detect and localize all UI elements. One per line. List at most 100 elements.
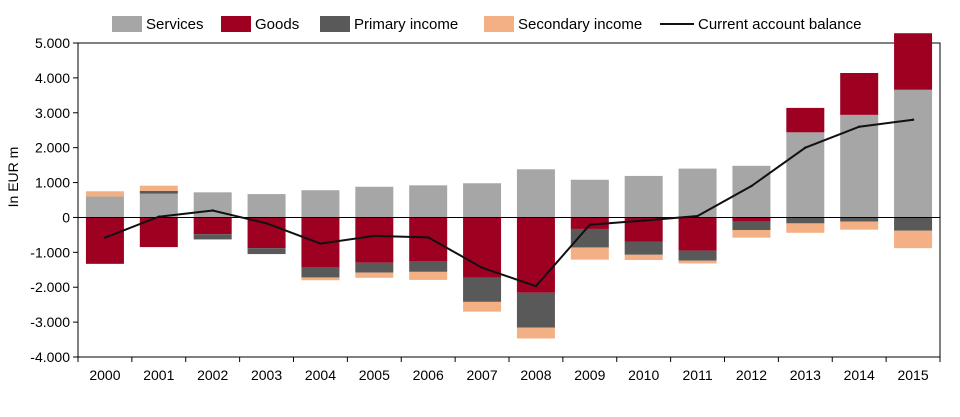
bar-secondary-income-2004	[301, 277, 340, 281]
bar-goods-2005	[355, 217, 394, 263]
x-tick-label: 2001	[143, 367, 174, 383]
y-tick-label: 3.000	[35, 105, 70, 121]
x-tick-label: 2007	[466, 367, 497, 383]
point-current-account-balance-2004	[319, 242, 322, 245]
point-current-account-balance-2002	[211, 209, 214, 212]
bar-secondary-income-2007	[463, 301, 502, 312]
bar-primary-income-2003	[247, 248, 286, 255]
legend-label-secondary-income: Secondary income	[518, 16, 642, 33]
x-tick-label: 2011	[683, 367, 713, 383]
y-axis-label: In EUR m	[5, 147, 21, 208]
bar-services-2012	[732, 165, 771, 218]
bar-primary-income-2015	[894, 217, 933, 231]
y-tick-label: -4.000	[30, 349, 70, 365]
bar-primary-income-2010	[624, 241, 663, 255]
x-tick-label: 2005	[359, 367, 390, 383]
bar-goods-2012	[732, 217, 771, 222]
bar-goods-2015	[894, 33, 933, 90]
point-current-account-balance-2000	[103, 236, 107, 239]
bar-primary-income-2001	[139, 190, 178, 194]
x-tick-label: 2004	[305, 367, 336, 383]
bar-goods-2002	[193, 217, 232, 235]
bar-secondary-income-2011	[678, 260, 717, 264]
y-tick-label: 0	[62, 209, 70, 225]
point-current-account-balance-2003	[265, 222, 268, 225]
point-current-account-balance-2005	[373, 234, 376, 238]
bar-goods-2008	[516, 217, 555, 293]
bar-primary-income-2008	[516, 292, 555, 328]
line-current-account-balance	[104, 118, 914, 288]
bar-primary-income-2011	[678, 250, 717, 261]
bar-primary-income-2014	[840, 217, 879, 222]
x-tick-label: 2009	[574, 367, 605, 383]
bar-services-2001	[139, 193, 178, 218]
bar-secondary-income-2001	[139, 185, 178, 191]
x-tick-label: 2010	[628, 367, 659, 383]
bar-secondary-income-2005	[355, 272, 394, 278]
point-current-account-balance-2001	[157, 215, 161, 218]
bar-goods-2006	[409, 217, 448, 262]
bar-services-2007	[463, 183, 502, 218]
point-current-account-balance-2009	[588, 223, 592, 226]
point-current-account-balance-2011	[696, 214, 699, 218]
legend-swatch-services	[112, 16, 142, 32]
y-tick-label: 2.000	[35, 140, 70, 156]
x-tick-label: 2006	[413, 367, 444, 383]
bar-services-2005	[355, 186, 394, 218]
bar-services-2013	[786, 132, 825, 218]
point-current-account-balance-2012	[750, 184, 753, 188]
point-current-account-balance-2010	[642, 219, 645, 222]
bar-services-2006	[409, 185, 448, 218]
legend-swatch-primary-income	[320, 16, 350, 32]
bar-goods-2009	[570, 217, 609, 229]
bar-secondary-income-2014	[840, 221, 879, 230]
bar-goods-2011	[678, 217, 717, 251]
legend: Services Goods Primary income Secondary inc…	[112, 16, 861, 33]
bar-goods-2003	[247, 217, 286, 249]
legend-label-primary-income: Primary income	[354, 16, 458, 33]
legend-swatch-secondary-income	[484, 16, 514, 32]
point-current-account-balance-2015	[911, 118, 915, 121]
point-current-account-balance-2014	[857, 125, 861, 128]
bar-primary-income-2007	[463, 277, 502, 302]
point-current-account-balance-2013	[804, 146, 807, 149]
x-tick-label: 2003	[251, 367, 282, 383]
legend-label-goods: Goods	[255, 16, 299, 33]
x-tick-label: 2012	[736, 367, 767, 383]
bar-secondary-income-2006	[409, 271, 448, 280]
bar-services-2014	[840, 114, 879, 218]
bar-secondary-income-2012	[732, 230, 771, 238]
y-tick-label: 4.000	[35, 70, 70, 86]
bar-secondary-income-2008	[516, 327, 555, 339]
bar-goods-2000	[85, 217, 124, 264]
y-tick-label: 1.000	[35, 175, 70, 191]
legend-label-current-account-balance: Current account balance	[698, 16, 861, 33]
x-tick-label: 2014	[844, 367, 875, 383]
point-current-account-balance-2006	[426, 236, 430, 239]
x-tick-label: 2002	[197, 367, 228, 383]
point-current-account-balance-2007	[480, 266, 484, 269]
bar-services-2003	[247, 194, 286, 218]
bar-secondary-income-2013	[786, 223, 825, 233]
bar-services-2008	[516, 169, 555, 218]
bar-services-2004	[301, 190, 340, 218]
bar-services-2015	[894, 89, 933, 218]
bar-primary-income-2009	[570, 228, 609, 248]
y-tick-label: -3.000	[30, 314, 70, 330]
bar-services-2000	[85, 196, 124, 218]
bar-primary-income-2004	[301, 266, 340, 278]
y-tick-label: -2.000	[30, 279, 70, 295]
x-tick-label: 2015	[897, 367, 928, 383]
bar-services-2010	[624, 175, 663, 218]
point-current-account-balance-2008	[534, 284, 538, 288]
bar-secondary-income-2009	[570, 247, 609, 260]
x-tick-label: 2000	[89, 367, 120, 383]
y-tick-label: 5.000	[35, 35, 70, 51]
bar-primary-income-2005	[355, 262, 394, 273]
bar-goods-2014	[840, 73, 879, 115]
bar-secondary-income-2010	[624, 254, 663, 261]
y-tick-label: -1.000	[30, 244, 70, 260]
bar-primary-income-2013	[786, 217, 825, 224]
